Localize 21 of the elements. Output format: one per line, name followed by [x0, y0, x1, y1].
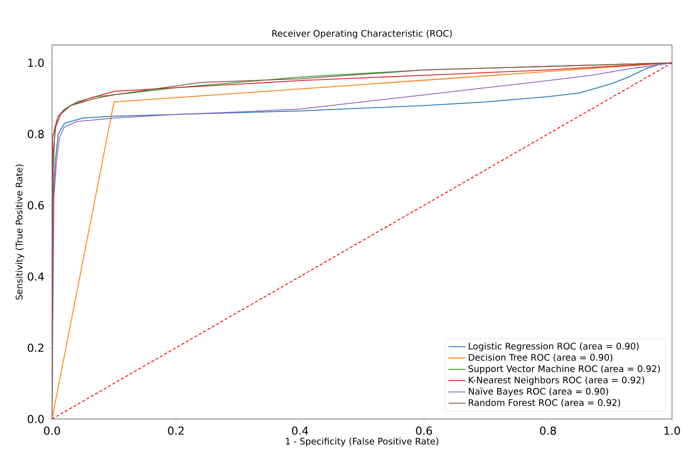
legend-label: Support Vector Machine ROC (area = 0.92) [468, 365, 660, 374]
chart-title: Receiver Operating Characteristic (ROC) [272, 30, 452, 38]
y-axis-title: Sensitivity (True Positive Rate) [16, 164, 24, 300]
y-tick-label: 1.0 [28, 58, 44, 67]
y-tick-label: 0.8 [28, 130, 44, 138]
x-tick-label: 0.6 [416, 426, 432, 435]
y-tick-label: 0.2 [28, 344, 44, 352]
y-tick-label: 0.6 [28, 201, 44, 210]
x-tick-label: 0.0 [44, 426, 60, 435]
y-tick-label: 0.0 [28, 414, 44, 424]
y-tick-label: 0.4 [28, 272, 44, 281]
x-axis-title: 1 - Specificity (False Positive Rate) [286, 438, 438, 446]
x-tick-label: 1.0 [664, 426, 680, 435]
legend-label: Random Forest ROC (area = 0.92) [468, 399, 620, 408]
x-tick-label: 0.4 [292, 426, 308, 435]
legend-label: Naïve Bayes ROC (area = 0.90) [468, 388, 608, 396]
legend-label: Logistic Regression ROC (area = 0.90) [468, 342, 639, 352]
x-tick-label: 0.2 [168, 426, 184, 435]
legend-label: Decision Tree ROC (area = 0.90) [468, 354, 612, 362]
x-tick-label: 0.8 [540, 426, 556, 435]
legend-label: K-Nearest Neighbors ROC (area = 0.92) [468, 376, 644, 386]
